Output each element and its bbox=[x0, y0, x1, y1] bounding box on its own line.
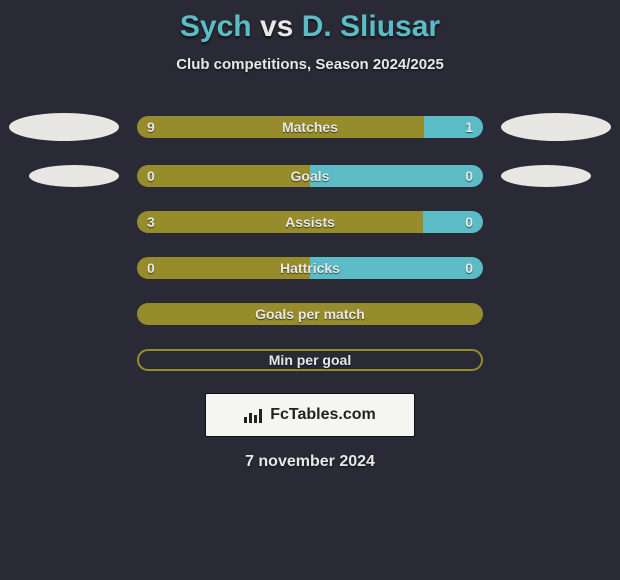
stat-row: Goals per match bbox=[0, 303, 620, 325]
branding-card: FcTables.com bbox=[205, 393, 415, 437]
stat-label: Matches bbox=[282, 119, 338, 135]
stat-bar-left: 3 bbox=[137, 211, 423, 233]
stat-label: Min per goal bbox=[269, 352, 351, 368]
stat-row: 00Hattricks bbox=[0, 257, 620, 279]
stat-bar-empty: Goals per match bbox=[137, 303, 483, 325]
stat-label: Goals bbox=[291, 168, 330, 184]
stat-bar-empty: Min per goal bbox=[137, 349, 483, 371]
stat-label: Goals per match bbox=[255, 306, 365, 322]
stat-bar-right: 0 bbox=[423, 211, 483, 233]
stat-row: 30 Assists bbox=[0, 211, 620, 233]
stat-bar: 00Hattricks bbox=[137, 257, 483, 279]
header: Sych vs D. Sliusar Club competitions, Se… bbox=[0, 0, 620, 73]
stat-bar-left: 9 bbox=[137, 116, 424, 138]
stat-bar: 91 Matches bbox=[137, 116, 483, 138]
stat-row: 91 Matches bbox=[0, 113, 620, 141]
subtitle: Club competitions, Season 2024/2025 bbox=[0, 56, 620, 73]
date-label: 7 november 2024 bbox=[0, 453, 620, 471]
logo-bar bbox=[259, 409, 262, 423]
placeholder-left bbox=[29, 165, 119, 187]
stat-label: Hattricks bbox=[280, 260, 340, 276]
placeholder-left bbox=[9, 113, 119, 141]
branding-text: FcTables.com bbox=[270, 406, 376, 424]
placeholder-right bbox=[501, 113, 611, 141]
logo-bar bbox=[244, 417, 247, 423]
page-title: Sych vs D. Sliusar bbox=[0, 10, 620, 44]
branding-logo-icon bbox=[244, 407, 264, 423]
vs-text: vs bbox=[260, 10, 293, 43]
placeholder-right bbox=[501, 165, 591, 187]
player1-name: Sych bbox=[180, 10, 252, 43]
stat-row: Min per goal bbox=[0, 349, 620, 371]
stat-bar: 00Goals bbox=[137, 165, 483, 187]
stat-bar-right: 1 bbox=[424, 116, 483, 138]
logo-bar bbox=[254, 415, 257, 423]
stats-container: 91Matches00Goals30Assists00HattricksGoal… bbox=[0, 113, 620, 371]
player2-name: D. Sliusar bbox=[302, 10, 440, 43]
stat-label: Assists bbox=[285, 214, 335, 230]
stat-bar-left: 0 bbox=[137, 165, 310, 187]
stat-bar-right: 0 bbox=[310, 165, 483, 187]
stat-bar: 30 Assists bbox=[137, 211, 483, 233]
stat-row: 00Goals bbox=[0, 165, 620, 187]
logo-bar bbox=[249, 413, 252, 423]
